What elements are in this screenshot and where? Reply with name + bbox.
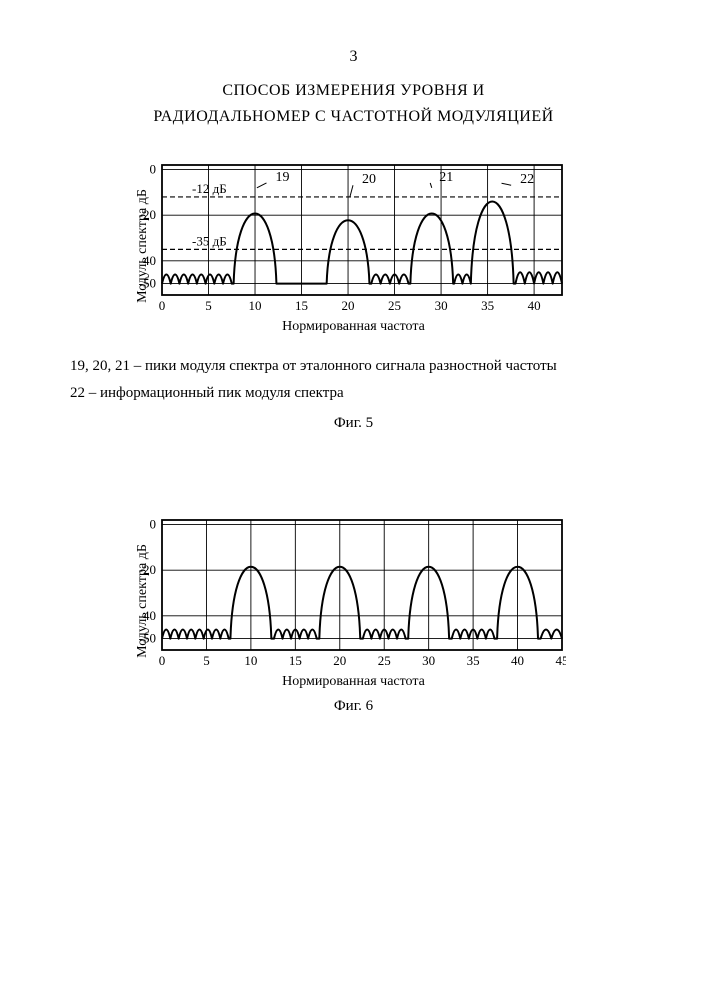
title-line-1: СПОСОБ ИЗМЕРЕНИЯ УРОВНЯ И (0, 78, 707, 104)
svg-text:20: 20 (341, 298, 354, 313)
fig5-caption: 19, 20, 21 – пики модуля спектра от этал… (70, 353, 707, 407)
svg-text:20: 20 (362, 172, 376, 187)
caption-line-1: 19, 20, 21 – пики модуля спектра от этал… (70, 353, 707, 380)
svg-text:0: 0 (149, 162, 156, 177)
figure-5: Модуль спектра дБ 0510152025303540-50-40… (114, 157, 594, 335)
svg-text:5: 5 (203, 653, 210, 668)
fig6-label: Фиг. 6 (0, 698, 707, 715)
fig5-label: Фиг. 5 (0, 415, 707, 432)
svg-text:35: 35 (466, 653, 479, 668)
figure-6: Модуль спектра дБ 051015202530354045-50-… (114, 512, 594, 690)
title-line-2: РАДИОДАЛЬНОМЕР С ЧАСТОТНОЙ МОДУЛЯЦИЕЙ (0, 104, 707, 130)
svg-text:0: 0 (158, 298, 165, 313)
svg-text:22: 22 (520, 172, 534, 187)
svg-text:30: 30 (422, 653, 435, 668)
caption-line-2: 22 – информационный пик модуля спектра (70, 380, 707, 407)
fig5-chart: 0510152025303540-50-40-200-12 дБ-35 дБ19… (114, 157, 566, 317)
svg-text:10: 10 (248, 298, 261, 313)
svg-text:25: 25 (388, 298, 401, 313)
svg-text:20: 20 (333, 653, 346, 668)
svg-text:19: 19 (275, 170, 289, 185)
svg-text:10: 10 (244, 653, 257, 668)
svg-text:0: 0 (158, 653, 165, 668)
svg-text:30: 30 (434, 298, 447, 313)
document-title: СПОСОБ ИЗМЕРЕНИЯ УРОВНЯ И РАДИОДАЛЬНОМЕР… (0, 78, 707, 129)
fig5-ylabel: Модуль спектра дБ (134, 189, 150, 303)
fig5-xlabel: Нормированная частота (114, 319, 594, 335)
svg-text:0: 0 (149, 517, 156, 532)
svg-text:15: 15 (288, 653, 301, 668)
svg-text:40: 40 (511, 653, 524, 668)
svg-text:15: 15 (295, 298, 308, 313)
svg-text:45: 45 (555, 653, 566, 668)
svg-text:25: 25 (377, 653, 390, 668)
fig6-xlabel: Нормированная частота (114, 674, 594, 690)
svg-text:21: 21 (439, 170, 453, 185)
svg-text:-12 дБ: -12 дБ (192, 181, 227, 196)
svg-text:40: 40 (527, 298, 540, 313)
fig6-ylabel: Модуль спектра дБ (134, 544, 150, 658)
svg-text:5: 5 (205, 298, 212, 313)
page-number: 3 (0, 0, 707, 66)
svg-text:35: 35 (481, 298, 494, 313)
svg-text:-35 дБ: -35 дБ (192, 234, 227, 249)
fig6-chart: 051015202530354045-50-40-200 (114, 512, 566, 672)
